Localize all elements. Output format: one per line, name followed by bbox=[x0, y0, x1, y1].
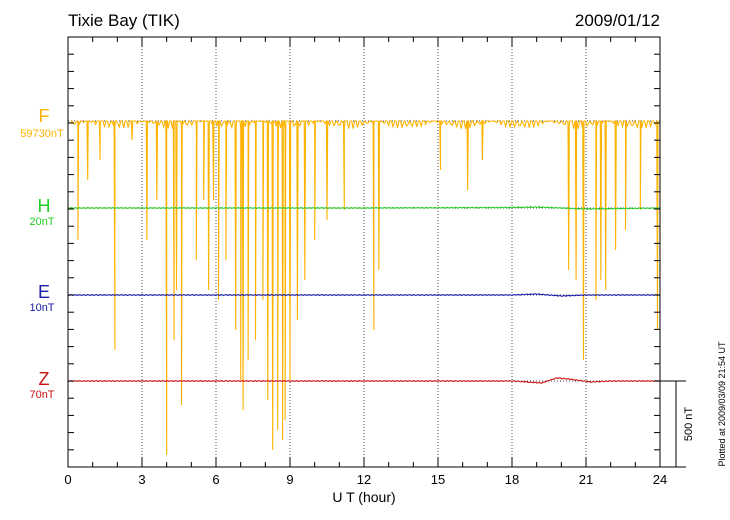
series-name-Z: Z bbox=[39, 369, 50, 389]
series-name-H: H bbox=[38, 196, 51, 216]
plotted-note: Plotted at 2009/03/09 21:54 UT bbox=[717, 341, 727, 467]
series-baseline-H: 20nT bbox=[29, 216, 54, 228]
date-label: 2009/01/12 bbox=[575, 11, 660, 30]
series-name-E: E bbox=[38, 282, 50, 302]
plot-frame bbox=[67, 36, 661, 468]
series-name-F: F bbox=[39, 106, 50, 126]
x-tick-label: 3 bbox=[138, 472, 145, 487]
series-line-H bbox=[67, 206, 661, 210]
x-tick-label: 9 bbox=[286, 472, 293, 487]
x-tick-label: 12 bbox=[357, 472, 371, 487]
series-baseline-F: 59730nT bbox=[20, 128, 64, 140]
series-line-F bbox=[70, 119, 659, 456]
series-line-E bbox=[67, 293, 661, 297]
x-tick-label: 6 bbox=[212, 472, 219, 487]
x-axis-label: U T (hour) bbox=[332, 489, 395, 505]
series-baseline-Z: 70nT bbox=[29, 389, 54, 401]
x-tick-label: 0 bbox=[64, 472, 71, 487]
scale-bar: 500 nT bbox=[660, 380, 695, 468]
x-tick-label: 18 bbox=[505, 472, 519, 487]
series-line-Z bbox=[67, 377, 661, 384]
series-lines bbox=[67, 119, 661, 456]
x-tick-label: 15 bbox=[431, 472, 445, 487]
x-tick-label: 21 bbox=[579, 472, 593, 487]
scale-bar-label: 500 nT bbox=[683, 407, 695, 442]
axis-ticks: 0 3 6 9 12 15 18 21 24 bbox=[64, 37, 667, 487]
series-baseline-E: 10nT bbox=[29, 302, 54, 314]
x-tick-label: 24 bbox=[653, 472, 667, 487]
station-title: Tixie Bay (TIK) bbox=[68, 11, 180, 30]
grid-lines bbox=[68, 37, 660, 467]
